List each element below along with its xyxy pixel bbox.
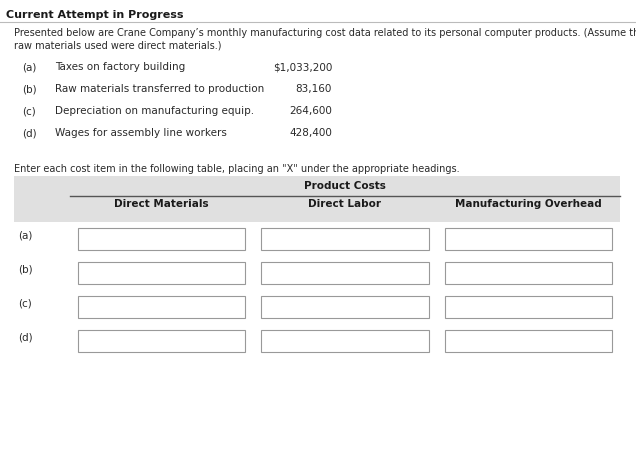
Text: $1,033,200: $1,033,200 [273, 62, 332, 72]
Text: Direct Labor: Direct Labor [308, 199, 382, 209]
FancyBboxPatch shape [445, 330, 612, 352]
FancyBboxPatch shape [78, 296, 245, 318]
FancyBboxPatch shape [445, 262, 612, 284]
Text: (d): (d) [22, 128, 37, 138]
Text: Direct Materials: Direct Materials [114, 199, 209, 209]
FancyBboxPatch shape [261, 330, 429, 352]
Text: Raw materials transferred to production: Raw materials transferred to production [55, 84, 264, 94]
Text: (b): (b) [18, 265, 32, 275]
FancyBboxPatch shape [445, 228, 612, 250]
Text: (a): (a) [18, 231, 32, 241]
Text: 264,600: 264,600 [289, 106, 332, 116]
FancyBboxPatch shape [78, 228, 245, 250]
Text: Manufacturing Overhead: Manufacturing Overhead [455, 199, 602, 209]
Text: 428,400: 428,400 [289, 128, 332, 138]
Text: 83,160: 83,160 [296, 84, 332, 94]
Text: Enter each cost item in the following table, placing an "X" under the appropriat: Enter each cost item in the following ta… [14, 164, 460, 174]
FancyBboxPatch shape [445, 296, 612, 318]
Text: raw materials used were direct materials.): raw materials used were direct materials… [14, 40, 221, 50]
FancyBboxPatch shape [261, 262, 429, 284]
FancyBboxPatch shape [261, 228, 429, 250]
Text: Taxes on factory building: Taxes on factory building [55, 62, 185, 72]
Text: Product Costs: Product Costs [304, 181, 386, 191]
Text: (b): (b) [22, 84, 37, 94]
Text: (c): (c) [22, 106, 36, 116]
Text: Wages for assembly line workers: Wages for assembly line workers [55, 128, 227, 138]
Text: Current Attempt in Progress: Current Attempt in Progress [6, 10, 184, 20]
Text: (a): (a) [22, 62, 36, 72]
FancyBboxPatch shape [78, 262, 245, 284]
Text: (c): (c) [18, 299, 32, 309]
Text: (d): (d) [18, 333, 32, 343]
FancyBboxPatch shape [14, 176, 620, 222]
Text: Presented below are Crane Company’s monthly manufacturing cost data related to i: Presented below are Crane Company’s mont… [14, 28, 636, 38]
FancyBboxPatch shape [261, 296, 429, 318]
Text: Depreciation on manufacturing equip.: Depreciation on manufacturing equip. [55, 106, 254, 116]
FancyBboxPatch shape [78, 330, 245, 352]
